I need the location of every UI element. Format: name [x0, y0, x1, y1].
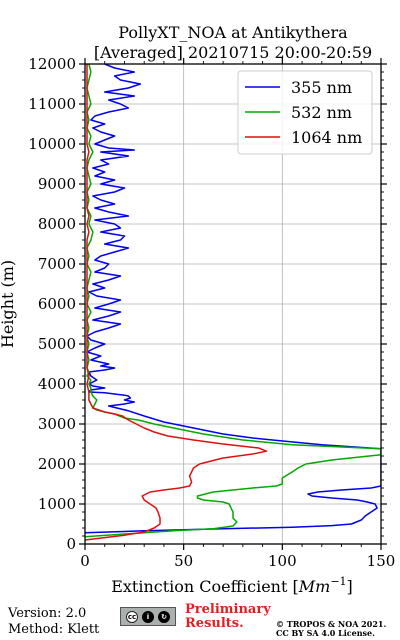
- legend-label-355-nm: 355 nm: [291, 78, 352, 97]
- chart-title-line-2: [Averaged] 20210715 20:00-20:59: [94, 43, 372, 62]
- extinction-profile-chart: PollyXT_NOA at Antikythera [Averaged] 20…: [0, 23, 395, 596]
- y-tick-label-1: 1000: [38, 495, 76, 513]
- x-axis-label-base: Extinction Coefficient [: [111, 577, 299, 596]
- sa-icon: ↻: [158, 610, 170, 623]
- copyright-line-2: CC BY SA 4.0 License.: [276, 628, 375, 638]
- series-line-532-nm: [85, 64, 381, 538]
- y-tick-label-12: 12000: [28, 55, 76, 73]
- x-axis-label-close: ]: [347, 577, 353, 596]
- x-axis-label-unit: Mm: [298, 577, 331, 596]
- cc-icon: cc: [126, 610, 138, 623]
- by-icon: i: [142, 610, 154, 623]
- legend: 355 nm 532 nm 1064 nm: [237, 70, 373, 155]
- y-tick-label-6: 6000: [38, 295, 76, 313]
- legend-label-1064-nm: 1064 nm: [291, 128, 362, 147]
- legend-label-532-nm: 532 nm: [291, 103, 352, 122]
- preliminary-results-note: Preliminary Results.: [185, 603, 271, 631]
- y-tick-label-9: 9000: [38, 175, 76, 193]
- method-text: Method: Klett: [8, 622, 100, 637]
- y-axis-label: Height (m): [0, 260, 17, 348]
- plot-area: [85, 64, 381, 541]
- y-tick-label-0: 0: [66, 535, 76, 553]
- copyright-line-1: © TROPOS & NOA 2021.: [276, 619, 387, 629]
- x-tick-label-2: 100: [268, 552, 297, 570]
- legend-box: [237, 70, 373, 155]
- x-axis-label: Extinction Coefficient [Mm−1]: [111, 575, 353, 596]
- y-tick-label-2: 2000: [38, 455, 76, 473]
- axis-ticks: 0 50 100 150 0 1000 2000 3000 4000 5000 6000 7000 80…: [28, 55, 395, 570]
- version-text: Version: 2.0: [8, 606, 87, 621]
- y-tick-label-10: 10000: [28, 135, 76, 153]
- y-tick-label-11: 11000: [28, 95, 76, 113]
- y-tick-label-3: 3000: [38, 415, 76, 433]
- y-tick-label-8: 8000: [38, 215, 76, 233]
- preliminary-line-1: Preliminary: [185, 602, 271, 617]
- series-line-355-nm: [85, 64, 381, 534]
- x-axis-label-exponent: −1: [330, 575, 346, 588]
- version-info: Version: 2.0 Method: Klett: [8, 606, 99, 638]
- chart-title-line-1: PollyXT_NOA at Antikythera: [118, 23, 348, 42]
- x-tick-label-0: 0: [80, 552, 90, 570]
- preliminary-line-2: Results.: [185, 616, 244, 631]
- y-tick-label-5: 5000: [38, 335, 76, 353]
- series-line-1064-nm: [85, 64, 268, 541]
- y-tick-label-7: 7000: [38, 255, 76, 273]
- x-tick-label-3: 150: [367, 552, 396, 570]
- y-tick-label-4: 4000: [38, 375, 76, 393]
- x-tick-label-1: 50: [174, 552, 193, 570]
- copyright-notice: © TROPOS & NOA 2021. CC BY SA 4.0 Licens…: [276, 620, 386, 638]
- cc-license-badge: cc i ↻: [120, 607, 176, 626]
